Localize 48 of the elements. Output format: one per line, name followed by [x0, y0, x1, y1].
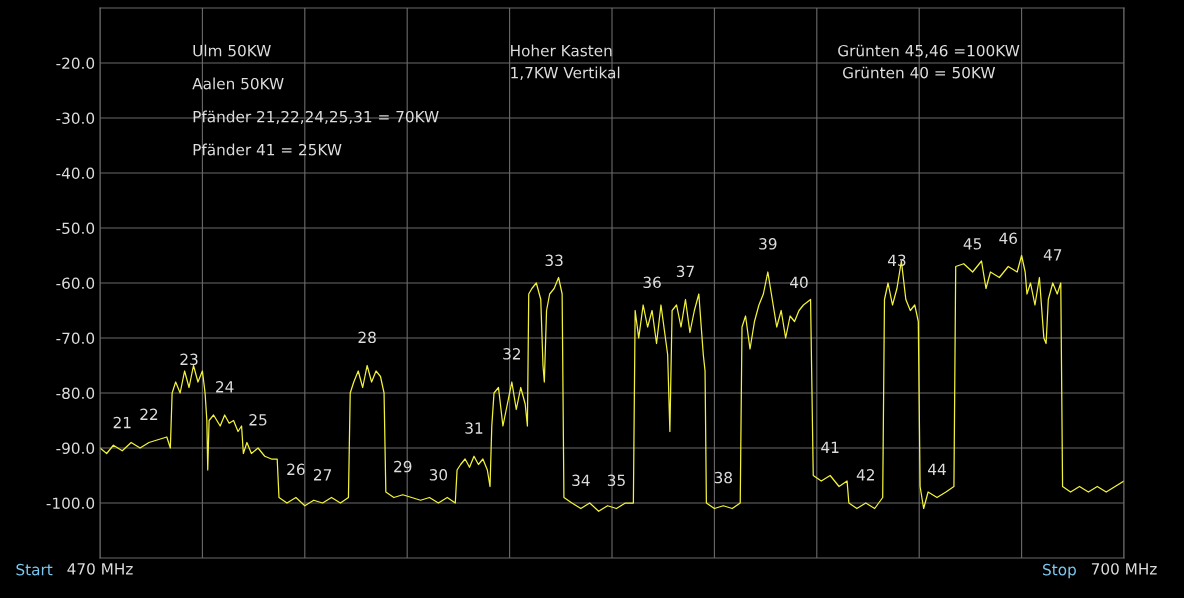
annotation: 39	[759, 238, 777, 250]
x-tick-label: 470 MHz	[67, 563, 133, 575]
annotation: 38	[714, 471, 732, 484]
y-tick-label: -100.0	[46, 497, 95, 510]
annotation: 44	[928, 463, 946, 475]
annotation: 45	[963, 238, 982, 250]
y-tick-label: -70.0	[56, 332, 95, 345]
y-tick-label: -80.0	[56, 387, 95, 400]
annotation: 34	[572, 474, 590, 487]
annotation: Pfänder 41 = 25KW	[193, 143, 342, 156]
y-tick-label: -90.0	[56, 442, 95, 455]
annotation: Pfänder 21,22,24,25,31 = 70KW	[193, 110, 439, 124]
annotation: 36	[643, 276, 661, 289]
annotation: 35	[607, 474, 625, 487]
annotation: 1,7KW Vertikal	[511, 66, 620, 80]
annotation: Grünten 40 = 50KW	[842, 66, 996, 79]
y-tick-label: -50.0	[56, 222, 95, 235]
annotation: 43	[887, 254, 906, 267]
annotation: 30	[429, 469, 448, 481]
y-tick-label: -60.0	[56, 277, 95, 290]
annotation: 25	[249, 414, 267, 426]
text: Stop	[1043, 563, 1076, 579]
annotation: 31	[465, 422, 483, 434]
x-tick-label: 700 MHz	[1091, 563, 1157, 575]
annotation: 22	[140, 408, 158, 420]
y-tick-label: -20.0	[56, 57, 95, 70]
annotation: 46	[999, 232, 1017, 245]
annotation: 47	[1043, 249, 1062, 261]
annotation: 23	[180, 353, 198, 366]
annotation: Ulm 50KW	[193, 44, 271, 57]
annotation: 33	[545, 254, 563, 267]
annotation: Hoher Kasten	[511, 44, 612, 57]
annotation: 28	[358, 331, 376, 344]
annotation: Aalen 50KW	[192, 77, 284, 90]
annotation: 24	[216, 381, 234, 393]
annotation: 27	[314, 469, 332, 481]
annotation: Grünten 45,46 =100KW	[838, 44, 1020, 58]
annotation: 42	[856, 469, 874, 481]
annotation: 41	[821, 441, 839, 453]
annotation: 26	[287, 463, 305, 476]
annotation: 29	[394, 460, 412, 473]
y-tick-label: -40.0	[56, 167, 95, 180]
y-tick-label: -30.0	[56, 112, 95, 125]
text: Start	[16, 563, 53, 576]
annotation: 21	[113, 416, 131, 429]
annotation: 37	[676, 265, 694, 278]
annotation: 40	[790, 276, 808, 289]
annotation: 32	[503, 348, 521, 360]
